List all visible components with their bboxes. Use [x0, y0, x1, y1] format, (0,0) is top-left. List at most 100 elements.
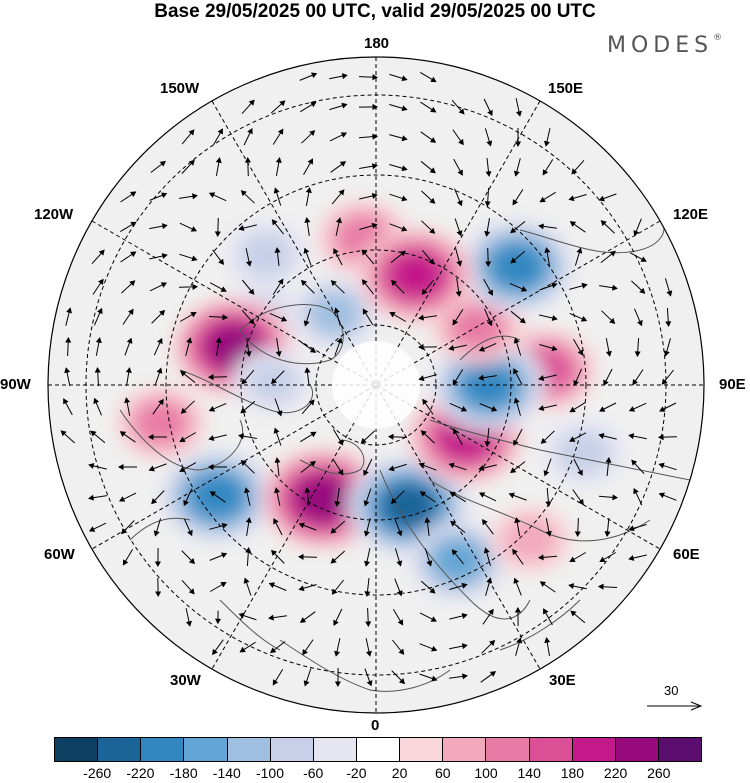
wind-arrowhead: [335, 217, 342, 224]
wind-arrowhead: [361, 279, 368, 286]
wind-arrowhead: [398, 648, 405, 655]
wind-arrowhead: [372, 103, 379, 110]
wind-arrowhead: [485, 261, 492, 268]
wind-arrowhead: [180, 370, 187, 377]
colorbar-tick-label: -220: [126, 765, 155, 781]
wind-arrowhead: [401, 165, 408, 172]
wind-arrowhead: [154, 561, 161, 568]
wind-arrowhead: [658, 462, 665, 469]
lon-label-90w: 90W: [0, 376, 31, 393]
wind-arrowhead: [153, 530, 160, 537]
wind-arrowhead: [238, 612, 245, 619]
wind-arrowhead: [330, 557, 337, 564]
wind-arrowhead: [273, 427, 280, 434]
wind-arrowhead: [277, 128, 284, 135]
wind-arrowhead: [429, 587, 436, 594]
anomaly-field: [115, 199, 626, 602]
wind-arrowhead: [90, 430, 97, 437]
colorbar-cell: [98, 738, 142, 761]
wind-arrowhead: [487, 289, 493, 296]
wind-arrowhead: [280, 316, 288, 322]
colorbar-cell: [141, 738, 185, 761]
wind-arrowhead: [118, 496, 126, 502]
wind-arrowhead: [97, 307, 103, 315]
wind-arrowhead: [299, 617, 307, 623]
lon-label-60e: 60E: [673, 546, 700, 563]
wind-arrowhead: [238, 225, 245, 232]
wind-arrowhead: [311, 72, 318, 79]
wind-arrowhead: [537, 554, 544, 561]
wind-arrowhead: [365, 621, 372, 628]
wind-arrowhead: [461, 643, 468, 650]
wind-arrowhead: [190, 226, 198, 232]
lon-label-90e: 90E: [719, 376, 746, 393]
lon-label-120w: 120W: [34, 206, 74, 223]
wind-arrowhead: [248, 288, 255, 295]
wind-arrowhead: [240, 407, 247, 414]
wind-arrowhead: [309, 130, 316, 137]
wind-arrowhead: [484, 230, 491, 237]
wind-arrowhead: [637, 319, 643, 327]
wind-arrowhead: [568, 195, 575, 202]
wind-arrowhead: [390, 497, 397, 505]
wind-arrowhead: [570, 610, 577, 617]
wind-arrowhead: [188, 129, 195, 136]
wind-arrowhead: [418, 314, 425, 321]
wind-arrowhead: [331, 588, 338, 595]
wind-arrowhead: [245, 260, 252, 267]
wind-arrowhead: [363, 530, 370, 537]
wind-arrowhead: [180, 407, 187, 414]
wind-arrowhead: [640, 256, 647, 262]
wind-arrowhead: [551, 282, 558, 289]
wind-arrowhead: [364, 560, 371, 567]
wind-arrowhead: [543, 140, 550, 147]
wind-arrowhead: [372, 74, 379, 81]
wind-arrowhead: [275, 157, 282, 164]
wind-arrowhead: [581, 282, 588, 289]
wind-arrowhead: [302, 649, 308, 656]
colorbar-cell: [270, 738, 314, 761]
wind-arrowhead: [609, 250, 616, 257]
wind-arrowhead: [240, 459, 247, 467]
wind-arrowhead: [333, 307, 340, 314]
wind-arrowhead: [220, 286, 227, 292]
wind-arrowhead: [188, 558, 196, 565]
anomaly-blob: [491, 244, 544, 289]
wind-arrowhead: [363, 469, 369, 477]
wind-arrowhead: [628, 555, 635, 561]
wind-arrowhead: [604, 531, 611, 538]
wind-arrowhead: [334, 650, 341, 657]
wind-arrowhead: [270, 378, 278, 385]
wind-arrowhead: [334, 500, 341, 507]
wind-arrowhead: [513, 577, 520, 584]
wind-arrowhead: [129, 191, 137, 197]
anomaly-blob: [433, 540, 483, 582]
wind-arrowhead: [545, 530, 552, 537]
wind-arrowhead: [456, 200, 463, 207]
wind-arrowhead: [366, 680, 373, 687]
wind-arrowhead: [340, 132, 348, 138]
colorbar-tick-label: -100: [255, 765, 285, 781]
colorbar-tick-label: 20: [391, 765, 408, 781]
colorbar-tick-label: -260: [83, 765, 112, 781]
wind-arrowhead: [247, 127, 253, 135]
wind-arrowhead: [519, 317, 526, 324]
wind-arrowhead: [611, 284, 618, 291]
wind-arrowhead: [361, 249, 368, 256]
wind-arrowhead: [333, 248, 339, 255]
wind-arrowhead: [481, 518, 488, 526]
wind-arrowhead: [539, 196, 546, 203]
wind-arrowhead: [401, 135, 408, 142]
wind-arrowhead: [371, 163, 378, 170]
wind-arrowhead: [510, 257, 517, 264]
lon-label-120e: 120E: [673, 206, 709, 223]
wind-arrowhead: [597, 583, 604, 590]
wind-arrowhead: [484, 441, 491, 448]
wind-arrowhead: [124, 397, 131, 404]
wind-arrowhead: [303, 247, 310, 254]
wind-arrowhead: [188, 588, 195, 595]
wind-arrowhead: [333, 619, 339, 627]
wind-arrowhead: [221, 552, 228, 559]
wind-arrowhead: [430, 76, 437, 83]
wind-arrowhead: [307, 158, 314, 165]
